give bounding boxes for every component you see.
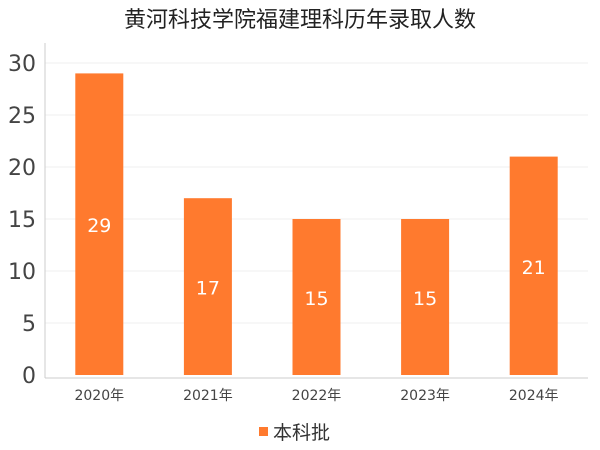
y-tick-label: 10 [8, 260, 36, 285]
chart-title: 黄河科技学院福建理科历年录取人数 [124, 8, 476, 33]
y-tick-label: 15 [8, 208, 36, 233]
x-tick-label: 2022年 [292, 388, 342, 404]
bar-value-label: 15 [413, 288, 437, 310]
y-tick-label: 20 [8, 156, 36, 181]
legend-label: 本科批 [273, 422, 330, 444]
y-tick-label: 25 [8, 104, 36, 129]
bar-value-label: 29 [87, 215, 111, 237]
legend-swatch [259, 427, 268, 436]
x-tick-label: 2021年 [183, 388, 233, 404]
y-tick-label: 5 [22, 312, 36, 337]
bar[interactable] [183, 198, 232, 375]
x-tick-label: 2020年 [74, 388, 124, 404]
axes: 0 5 10 15 20 25 30 2020年 2021年 2022年 2023年 2024年 [8, 43, 588, 404]
y-tick-label: 0 [22, 364, 36, 389]
bar[interactable] [509, 156, 558, 375]
bars: 29 17 15 15 21 [75, 73, 558, 376]
x-tick-label: 2023年 [400, 388, 450, 404]
bar[interactable] [75, 73, 124, 376]
bar[interactable] [292, 219, 341, 375]
bar-value-label: 15 [304, 288, 328, 310]
bar-value-label: 21 [522, 257, 546, 279]
x-tick-label: 2024年 [509, 388, 559, 404]
y-tick-label: 30 [8, 52, 36, 77]
bar-value-label: 17 [196, 278, 220, 300]
legend[interactable]: 本科批 [259, 422, 330, 444]
bar[interactable] [401, 219, 450, 375]
